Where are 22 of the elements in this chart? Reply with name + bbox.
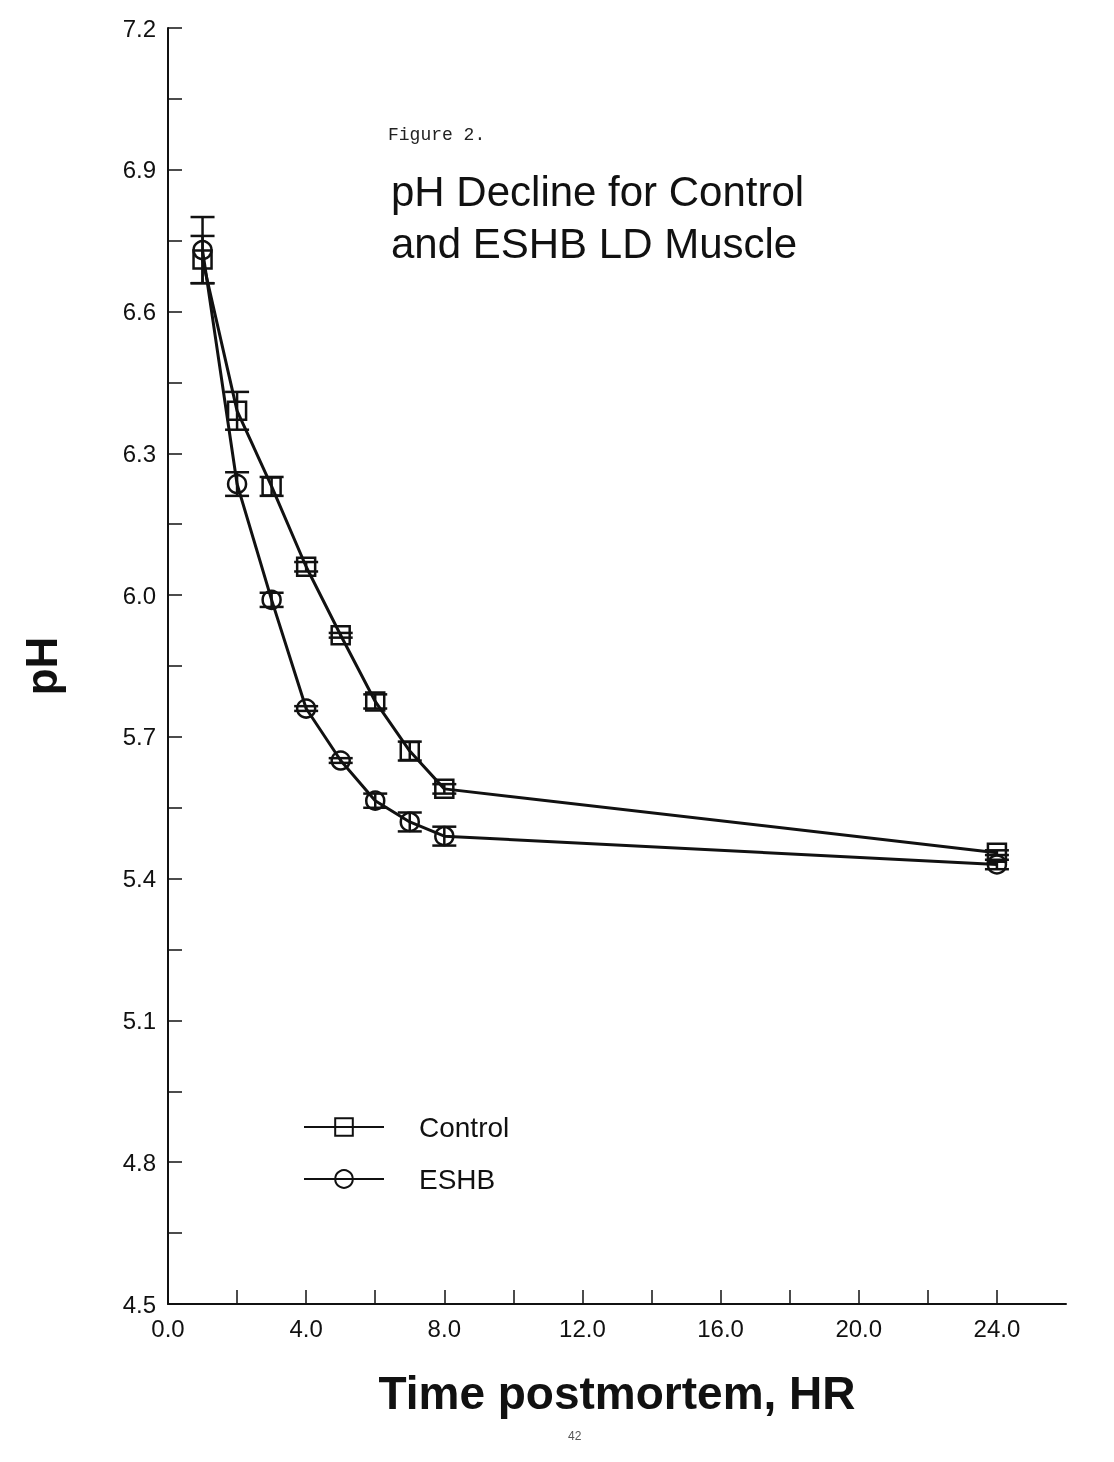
legend-label: Control — [419, 1111, 510, 1143]
x-tick-label: 20.0 — [835, 1314, 883, 1342]
legend-label: ESHB — [419, 1163, 496, 1195]
y-tick-label: 6.0 — [122, 581, 156, 609]
text: 42 — [568, 1429, 582, 1443]
annotation: Figure 2. — [388, 125, 486, 145]
y-axis-title: pH — [16, 636, 66, 696]
y-tick-label: 5.4 — [122, 865, 156, 893]
y-tick-label: 5.1 — [122, 1006, 156, 1034]
y-tick-label: 5.7 — [122, 723, 156, 751]
x-tick-label: 16.0 — [697, 1314, 744, 1342]
y-tick-label: 7.2 — [122, 14, 156, 42]
x-axis-title: Time postmortem, HR — [378, 1367, 856, 1419]
y-tick-label: 6.6 — [122, 298, 156, 326]
y-tick-label: 6.3 — [122, 439, 156, 467]
text: pH Decline for Control and ESHB LD Muscle — [391, 167, 816, 267]
x-tick-label: 24.0 — [973, 1314, 1021, 1342]
y-tick-label: 4.8 — [122, 1148, 156, 1176]
y-tick-label: 6.9 — [122, 156, 156, 184]
x-tick-label: 8.0 — [427, 1314, 461, 1342]
x-tick-label: 12.0 — [559, 1314, 606, 1342]
x-tick-label: 4.0 — [289, 1314, 323, 1342]
